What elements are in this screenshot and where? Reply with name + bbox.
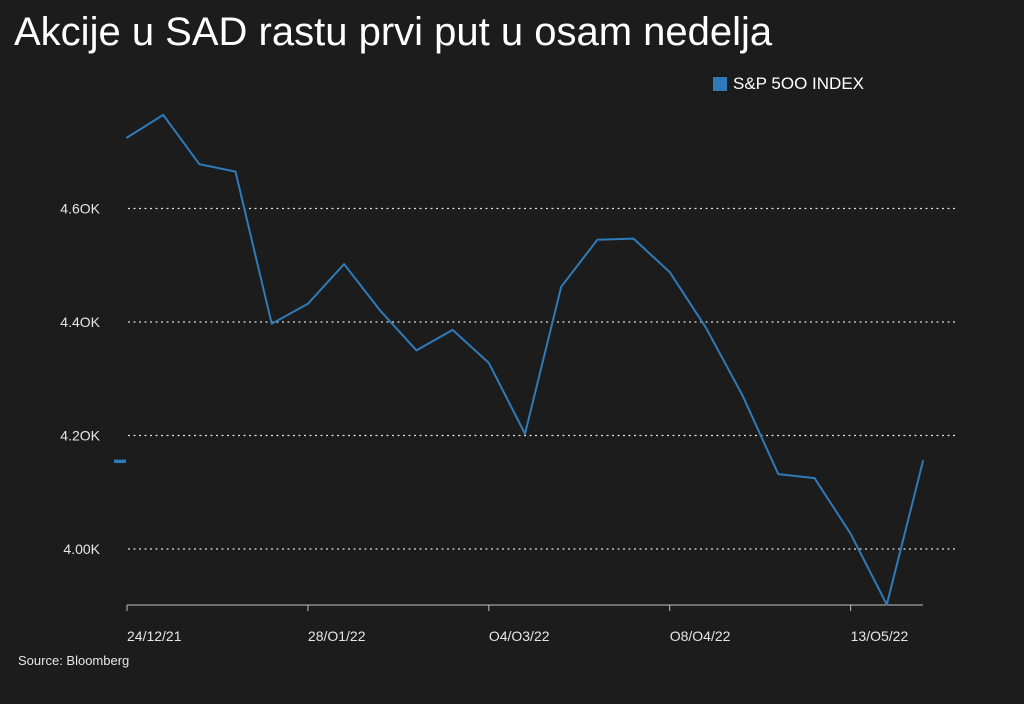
y-tick-label: 4.4OK (60, 314, 100, 330)
series-layer (114, 113, 924, 606)
y-tick-label: 4.2OK (60, 428, 100, 444)
series-line (126, 113, 924, 606)
y-tick-label: 4.00K (63, 541, 100, 557)
x-tick-label: 24/12/21 (127, 628, 182, 644)
legend-label: S&P 5OO INDEX (733, 74, 865, 93)
gridlines (128, 207, 957, 550)
legend-swatch (713, 77, 727, 91)
x-tick-label: O4/O3/22 (489, 628, 550, 644)
legend: S&P 5OO INDEX (713, 74, 864, 94)
last-value-marker (114, 459, 126, 464)
source-note: Source: Bloomberg (18, 653, 130, 668)
y-tick-label: 4.6OK (60, 201, 100, 217)
x-tick-label: O8/O4/22 (670, 628, 731, 644)
x-tick-label: 13/O5/22 (851, 628, 909, 644)
chart-title: Akcije u SAD rastu prvi put u osam nedel… (14, 10, 773, 54)
x-axis (126, 604, 923, 611)
x-tick-label: 28/O1/22 (308, 628, 366, 644)
tick-labels: 4.00K 4.2OK 4.4OK 4.6OK 24/12/21 28/O1/22 O4/O… (60, 201, 908, 645)
